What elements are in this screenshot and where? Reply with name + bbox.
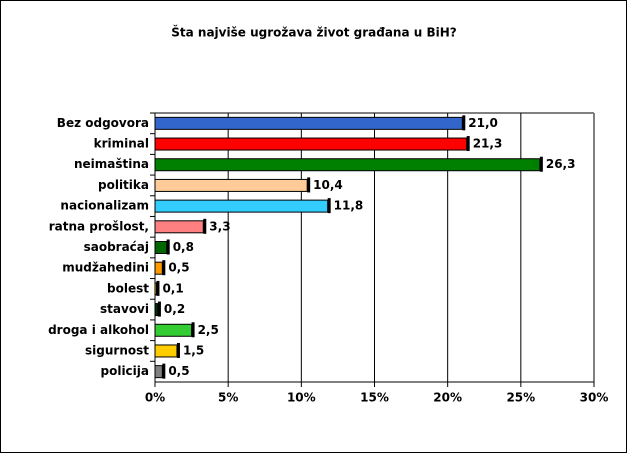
x-tick-label: 0% [145, 391, 165, 405]
y-tick-label: saobraćaj [84, 240, 149, 254]
data-label: 10,4 [313, 178, 343, 192]
x-tick-label: 15% [360, 391, 389, 405]
data-label: 2,5 [198, 323, 219, 337]
data-label: 21,3 [473, 137, 503, 151]
data-label: 0,5 [168, 364, 189, 378]
bar [154, 344, 178, 358]
data-label: 0,1 [162, 281, 183, 295]
x-tick-label: 5% [218, 391, 238, 405]
bar [154, 241, 168, 254]
bar [154, 116, 463, 130]
y-tick-label: stavovi [100, 302, 149, 316]
x-tick-label: 30% [580, 391, 609, 405]
data-label: 11,8 [334, 199, 364, 213]
bar [154, 261, 163, 275]
y-tick-label: nacionalizam [60, 199, 149, 213]
data-label: 26,3 [546, 157, 576, 171]
y-tick-label: mudžahedini [62, 261, 149, 275]
bar [154, 137, 468, 151]
data-label: 0,8 [173, 240, 194, 254]
data-label: 1,5 [183, 343, 204, 357]
y-tick-label: Bez odgovora [57, 116, 149, 130]
data-label: 3,3 [209, 219, 230, 233]
bar [154, 365, 163, 379]
chart-title: Šta najviše ugrožava život građana u BiH… [171, 25, 456, 40]
x-tick-label: 25% [506, 391, 535, 405]
y-tick-label: bolest [107, 281, 149, 295]
bar [154, 323, 193, 337]
bar [154, 178, 308, 192]
x-tick-label: 10% [287, 391, 316, 405]
bar [154, 282, 157, 296]
y-tick-label: politika [98, 178, 149, 192]
y-tick-label: policija [101, 364, 150, 378]
data-label: 0,2 [164, 302, 185, 316]
bar [154, 303, 159, 317]
data-label: 21,0 [468, 116, 498, 130]
x-tick-label: 20% [433, 391, 462, 405]
bar [154, 199, 329, 213]
bar [154, 158, 541, 172]
y-tick-label: droga i alkohol [48, 323, 149, 337]
y-tick-label: ratna prošlost, [49, 219, 149, 233]
y-tick-label: kriminal [94, 137, 149, 151]
data-label: 0,5 [168, 261, 189, 275]
bar [154, 220, 204, 234]
y-tick-label: sigurnost [85, 343, 149, 357]
y-tick-label: neimaština [74, 157, 149, 171]
